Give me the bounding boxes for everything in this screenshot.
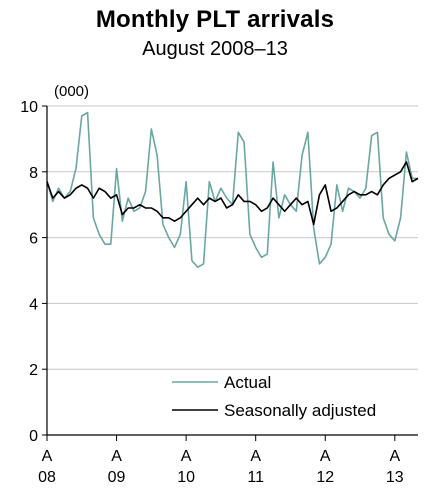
x-axis-ticks: A 08 A 09 A 10 A 11 A 12 A 13 bbox=[38, 435, 404, 486]
x-tick-month-10: A bbox=[181, 448, 192, 465]
y-tick-label-8: 8 bbox=[29, 165, 38, 182]
y-tick-label-0: 0 bbox=[29, 428, 38, 445]
x-tick-month-08: A bbox=[42, 448, 53, 465]
x-tick-year-11: 11 bbox=[247, 469, 264, 486]
x-tick-month-09: A bbox=[111, 448, 122, 465]
y-tick-label-10: 10 bbox=[20, 99, 38, 116]
gridlines bbox=[47, 105, 418, 370]
legend-label-seasonally-adjusted: Seasonally adjusted bbox=[224, 401, 376, 420]
x-tick-year-13: 13 bbox=[386, 469, 404, 486]
y-axis-ticks: 0 2 4 6 8 10 bbox=[20, 99, 47, 445]
y-tick-label-6: 6 bbox=[29, 231, 38, 248]
legend-label-actual: Actual bbox=[224, 373, 271, 392]
x-tick-year-12: 12 bbox=[316, 469, 334, 486]
chart-subtitle: August 2008–13 bbox=[142, 38, 288, 60]
x-tick-year-09: 09 bbox=[108, 469, 126, 486]
x-tick-month-11: A bbox=[250, 448, 261, 465]
series-line-seasonally-adjusted bbox=[46, 161, 419, 226]
y-tick-label-2: 2 bbox=[29, 362, 38, 379]
x-tick-year-10: 10 bbox=[177, 469, 195, 486]
x-tick-month-13: A bbox=[389, 448, 400, 465]
legend: Actual Seasonally adjusted bbox=[172, 373, 376, 420]
x-tick-month-12: A bbox=[320, 448, 331, 465]
chart-title: Monthly PLT arrivals bbox=[95, 6, 335, 33]
series-lines bbox=[46, 111, 419, 269]
y-axis-unit-label: (000) bbox=[54, 83, 89, 100]
axes bbox=[46, 106, 418, 436]
x-tick-year-08: 08 bbox=[38, 469, 56, 486]
y-tick-label-4: 4 bbox=[29, 296, 38, 313]
